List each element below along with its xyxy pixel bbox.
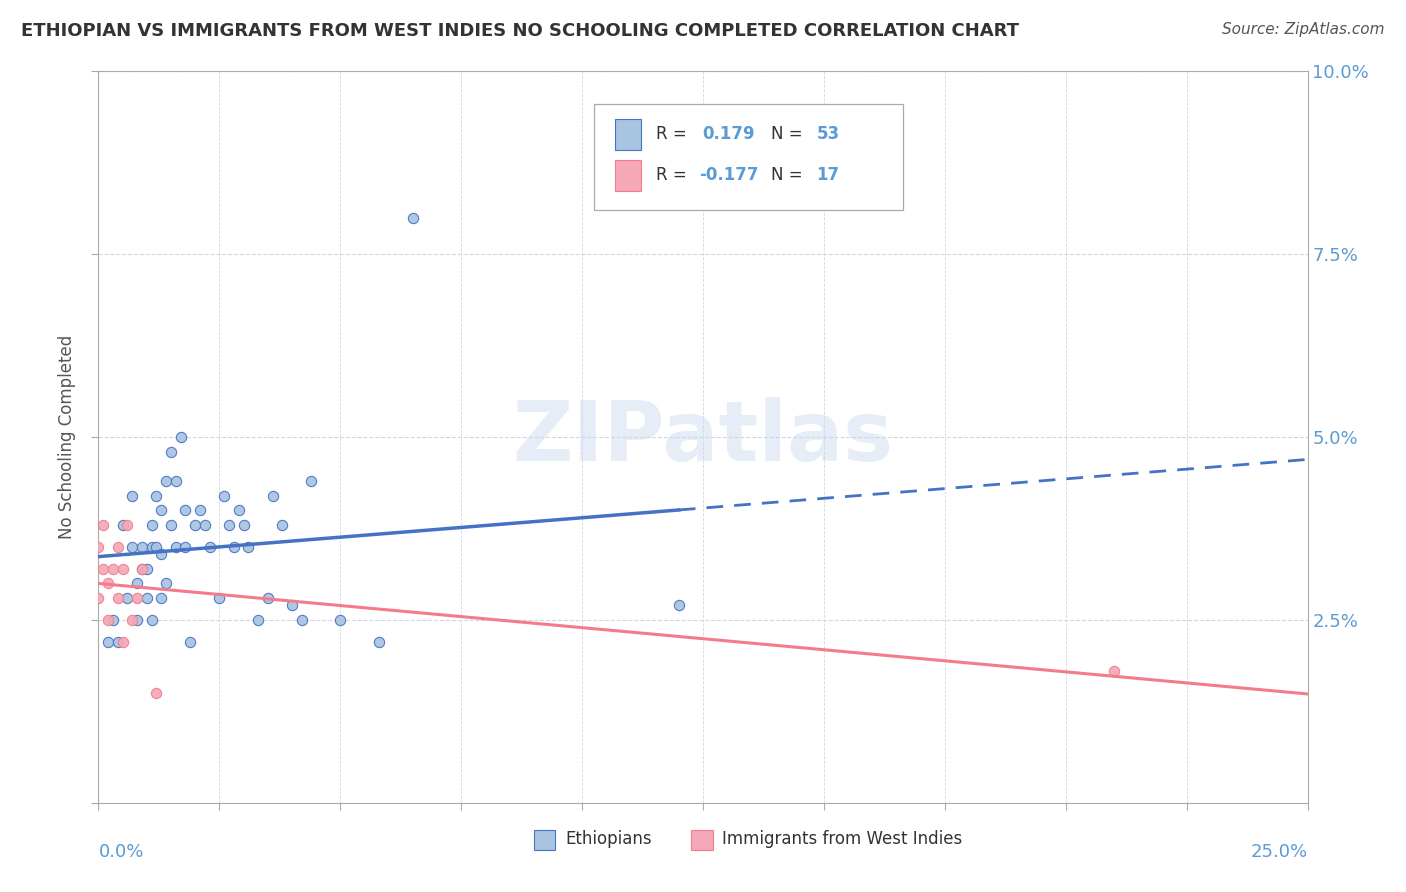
- Point: [150, 503, 173, 517]
- Point: [87, 591, 110, 605]
- Point: [131, 540, 153, 554]
- Text: ZIPatlas: ZIPatlas: [513, 397, 893, 477]
- Point: [111, 517, 134, 532]
- Point: [107, 591, 129, 605]
- Point: [1102, 664, 1125, 678]
- Point: [101, 562, 124, 576]
- Point: [174, 540, 197, 554]
- Text: 0.0%: 0.0%: [98, 843, 143, 861]
- Point: [117, 591, 139, 605]
- Point: [184, 517, 207, 532]
- Point: [169, 430, 191, 444]
- Point: [262, 489, 284, 503]
- Point: [131, 562, 153, 576]
- Point: [121, 540, 143, 554]
- Point: [155, 474, 177, 488]
- Point: [155, 576, 177, 591]
- Point: [329, 613, 352, 627]
- Point: [238, 540, 260, 554]
- Point: [127, 576, 149, 591]
- FancyBboxPatch shape: [534, 830, 555, 850]
- Text: 17: 17: [817, 166, 839, 185]
- Point: [141, 517, 163, 532]
- FancyBboxPatch shape: [690, 830, 713, 850]
- FancyBboxPatch shape: [595, 104, 903, 211]
- Point: [194, 517, 217, 532]
- Point: [127, 591, 149, 605]
- Point: [141, 540, 163, 554]
- Point: [150, 547, 173, 561]
- Point: [368, 635, 391, 649]
- Text: Ethiopians: Ethiopians: [565, 830, 652, 848]
- Y-axis label: No Schooling Completed: No Schooling Completed: [58, 335, 76, 539]
- Point: [111, 562, 134, 576]
- Text: -0.177: -0.177: [699, 166, 759, 185]
- Point: [91, 562, 114, 576]
- Point: [127, 613, 149, 627]
- Point: [222, 540, 245, 554]
- Point: [141, 613, 163, 627]
- Point: [135, 591, 157, 605]
- Point: [271, 517, 294, 532]
- Point: [165, 474, 187, 488]
- Text: N =: N =: [770, 166, 807, 185]
- Point: [256, 591, 278, 605]
- Point: [179, 635, 201, 649]
- Point: [91, 517, 114, 532]
- Text: 25.0%: 25.0%: [1250, 843, 1308, 861]
- Point: [97, 613, 120, 627]
- Point: [107, 635, 129, 649]
- Text: Source: ZipAtlas.com: Source: ZipAtlas.com: [1222, 22, 1385, 37]
- Point: [212, 489, 235, 503]
- Point: [198, 540, 221, 554]
- Text: 53: 53: [817, 125, 839, 144]
- Point: [402, 211, 425, 225]
- Point: [247, 613, 270, 627]
- Point: [160, 444, 183, 458]
- Point: [188, 503, 211, 517]
- Point: [135, 562, 157, 576]
- Point: [218, 517, 240, 532]
- Point: [107, 540, 129, 554]
- Point: [160, 517, 183, 532]
- Point: [121, 613, 143, 627]
- Text: Immigrants from West Indies: Immigrants from West Indies: [723, 830, 963, 848]
- FancyBboxPatch shape: [614, 119, 641, 150]
- Point: [131, 562, 153, 576]
- Point: [111, 635, 134, 649]
- Point: [145, 540, 167, 554]
- Point: [101, 613, 124, 627]
- Text: ETHIOPIAN VS IMMIGRANTS FROM WEST INDIES NO SCHOOLING COMPLETED CORRELATION CHAR: ETHIOPIAN VS IMMIGRANTS FROM WEST INDIES…: [21, 22, 1019, 40]
- Point: [150, 591, 173, 605]
- Point: [299, 474, 322, 488]
- Text: R =: R =: [655, 166, 692, 185]
- Point: [281, 599, 304, 613]
- Point: [97, 635, 120, 649]
- Point: [668, 599, 690, 613]
- Point: [87, 540, 110, 554]
- Point: [290, 613, 312, 627]
- Point: [174, 503, 197, 517]
- Text: 0.179: 0.179: [702, 125, 755, 144]
- Text: R =: R =: [655, 125, 692, 144]
- FancyBboxPatch shape: [614, 160, 641, 191]
- Point: [117, 517, 139, 532]
- Point: [208, 591, 231, 605]
- Point: [121, 489, 143, 503]
- Point: [232, 517, 254, 532]
- Point: [145, 489, 167, 503]
- Point: [97, 576, 120, 591]
- Point: [165, 540, 187, 554]
- Text: N =: N =: [770, 125, 807, 144]
- Point: [145, 686, 167, 700]
- Point: [228, 503, 250, 517]
